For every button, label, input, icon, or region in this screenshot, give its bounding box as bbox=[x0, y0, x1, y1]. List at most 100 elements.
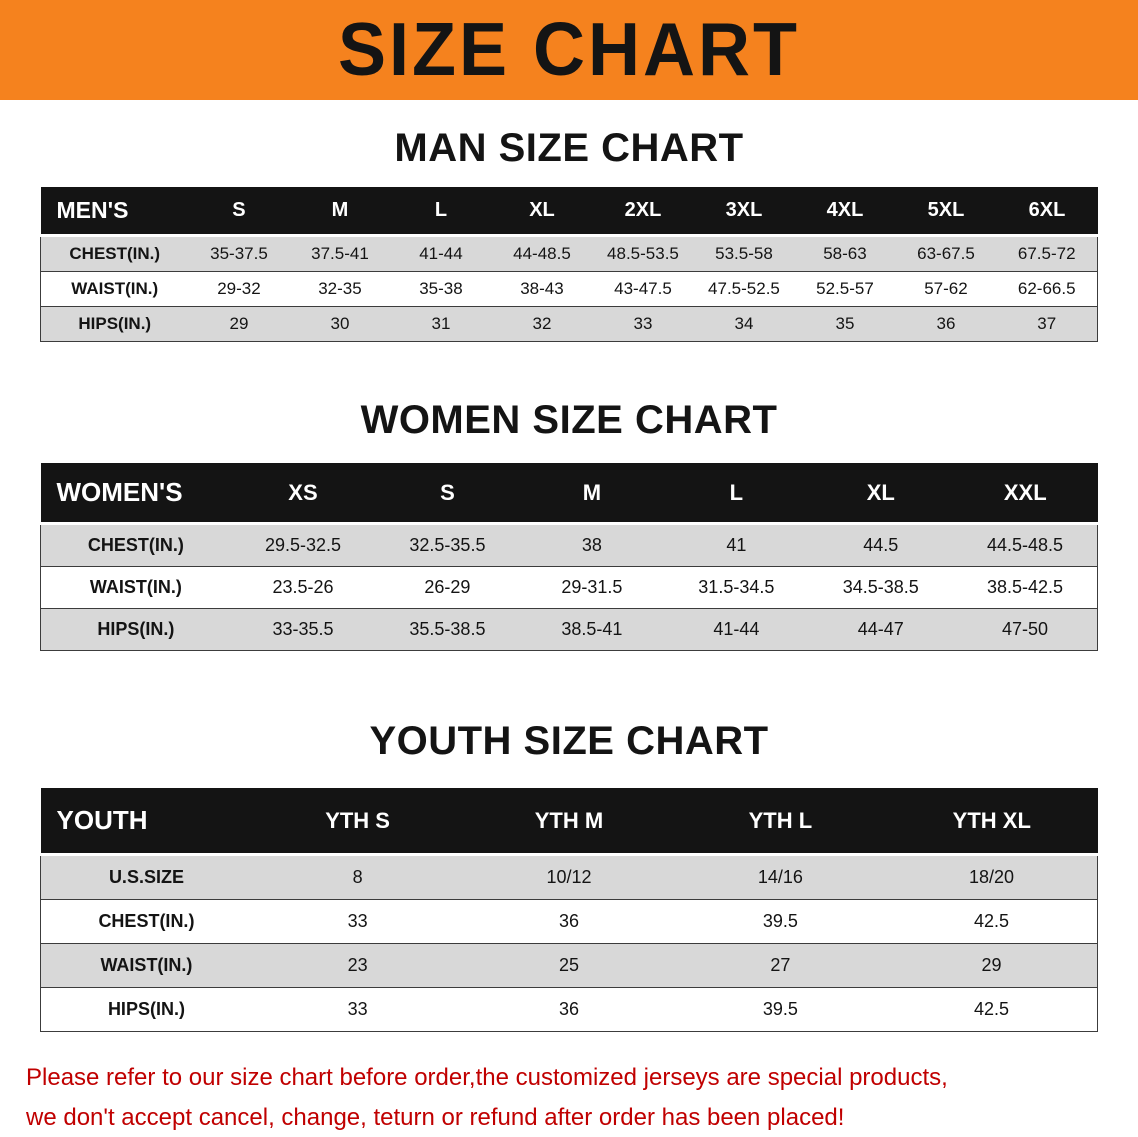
youth-size-chart-heading: YOUTH SIZE CHART bbox=[369, 719, 769, 763]
measurement-value-cell: 39.5 bbox=[762, 999, 798, 1019]
measurement-value-cell: 29-32 bbox=[217, 279, 261, 298]
measurement-row: CHEST(IN.) 29.5-32.5 32.5-35.5 38 41 44.5 44.5… bbox=[39, 523, 1099, 567]
measurement-value-cell: 27 bbox=[770, 955, 791, 975]
measurement-value-cell: 33 bbox=[347, 999, 368, 1019]
man-size-chart-section: MAN SIZE CHART MEN'S S M L XL 2XL 3XL 4XL 5XL 6XL… bbox=[0, 100, 1138, 342]
measurement-value-cell: 36 bbox=[936, 314, 956, 333]
measurement-value-cell: 57-62 bbox=[924, 279, 968, 298]
measurement-value-cell: 30 bbox=[330, 314, 350, 333]
measurement-value-cell: 33 bbox=[347, 911, 368, 931]
measurement-value-cell: 37.5-41 bbox=[311, 244, 369, 263]
measurement-value-cell: 31.5-34.5 bbox=[698, 577, 775, 597]
row-label-cell: HIPS(IN.) bbox=[40, 306, 189, 342]
measurement-value-cell: 34.5-38.5 bbox=[842, 577, 919, 597]
measurement-value-cell: 41-44 bbox=[419, 244, 463, 263]
measurement-value-cell: 38.5-42.5 bbox=[953, 566, 1099, 609]
measurement-row: HIPS(IN.) 33 36 39.5 42.5 bbox=[39, 987, 1099, 1032]
women-size-chart-section: WOMEN SIZE CHART WOMEN'S XS S M L XL XXL CHEST(… bbox=[0, 342, 1138, 651]
table-header-row: YOUTH YTH S YTH M YTH L YTH XL bbox=[40, 788, 1098, 855]
youth-size-table: YOUTH YTH S YTH M YTH L YTH XL U.S.SIZE 8 10/12… bbox=[39, 788, 1099, 1032]
measurement-row: CHEST(IN.) 35-37.5 37.5-41 41-44 44-48.5 48.5… bbox=[40, 235, 1099, 272]
row-label-cell: WAIST(IN.) bbox=[40, 271, 189, 307]
measurement-value-cell: 48.5-53.5 bbox=[607, 244, 679, 263]
measurement-value-cell: 41 bbox=[726, 535, 747, 555]
size-header-cell: S bbox=[375, 463, 520, 524]
size-header-cell: YTH XL bbox=[886, 788, 1098, 855]
size-header-cell: YTH L bbox=[674, 788, 887, 855]
measurement-row: WAIST(IN.) 29-32 32-35 35-38 38-43 43-47.5 47.… bbox=[40, 271, 1099, 307]
table-title-cell: MEN'S bbox=[40, 187, 189, 236]
size-header-cell: M bbox=[519, 463, 665, 524]
size-header-cell: M bbox=[289, 187, 391, 236]
measurement-value-cell: 62-66.5 bbox=[996, 271, 1099, 307]
measurement-value-cell: 33 bbox=[633, 314, 653, 333]
measurement-value-cell: 35-37.5 bbox=[210, 244, 268, 263]
measurement-value-cell: 52.5-57 bbox=[816, 279, 874, 298]
measurement-value-cell: 32-35 bbox=[318, 279, 362, 298]
size-header-cell: XL bbox=[491, 187, 593, 236]
measurement-value-cell: 34 bbox=[734, 314, 754, 333]
measurement-row: WAIST(IN.) 23 25 27 29 bbox=[39, 943, 1099, 988]
size-header-cell: L bbox=[664, 463, 809, 524]
table-header-row: MEN'S S M L XL 2XL 3XL 4XL 5XL 6XL bbox=[40, 187, 1098, 236]
measurement-value-cell: 35 bbox=[835, 314, 855, 333]
measurement-value-cell: 35-38 bbox=[419, 279, 463, 298]
measurement-value-cell: 67.5-72 bbox=[996, 235, 1099, 272]
size-chart-body: MAN SIZE CHART MEN'S S M L XL 2XL 3XL 4XL 5XL 6XL… bbox=[0, 100, 1138, 1032]
measurement-value-cell: 58-63 bbox=[823, 244, 867, 263]
measurement-value-cell: 38 bbox=[581, 535, 602, 555]
measurement-value-cell: 42.5 bbox=[886, 899, 1099, 944]
measurement-value-cell: 44-47 bbox=[857, 619, 904, 639]
measurement-value-cell: 29.5-32.5 bbox=[264, 535, 341, 555]
row-label-cell: WAIST(IN.) bbox=[39, 566, 231, 609]
disclaimer-line-1: Please refer to our size chart before or… bbox=[26, 1064, 948, 1091]
row-label-cell: HIPS(IN.) bbox=[39, 608, 231, 651]
measurement-value-cell: 42.5 bbox=[886, 987, 1099, 1032]
measurement-value-cell: 47.5-52.5 bbox=[708, 279, 780, 298]
table-title-cell: WOMEN'S bbox=[40, 463, 231, 524]
measurement-value-cell: 31 bbox=[431, 314, 451, 333]
row-label-cell: WAIST(IN.) bbox=[39, 943, 252, 988]
women-size-chart-heading: WOMEN SIZE CHART bbox=[360, 398, 778, 442]
measurement-value-cell: 37 bbox=[996, 306, 1099, 342]
measurement-value-cell: 63-67.5 bbox=[917, 244, 975, 263]
size-header-cell: L bbox=[390, 187, 492, 236]
measurement-value-cell: 29 bbox=[229, 314, 249, 333]
measurement-value-cell: 29 bbox=[886, 943, 1099, 988]
measurement-row: U.S.SIZE 8 10/12 14/16 18/20 bbox=[39, 854, 1099, 900]
size-header-cell: YTH S bbox=[251, 788, 464, 855]
measurement-value-cell: 8 bbox=[352, 867, 363, 887]
disclaimer-line-2: we don't accept cancel, change, teturn o… bbox=[26, 1103, 845, 1131]
man-size-chart-heading: MAN SIZE CHART bbox=[394, 126, 744, 170]
size-header-cell: XS bbox=[230, 463, 376, 524]
size-header-cell: 2XL bbox=[592, 187, 694, 236]
measurement-value-cell: 29-31.5 bbox=[561, 577, 623, 597]
size-header-cell: S bbox=[188, 187, 290, 236]
women-size-table: WOMEN'S XS S M L XL XXL CHEST(IN.) 29.5-32.5 32.5… bbox=[39, 463, 1099, 651]
row-label-cell: U.S.SIZE bbox=[39, 854, 252, 900]
measurement-value-cell: 33-35.5 bbox=[272, 619, 334, 639]
size-chart-banner: SIZE CHART bbox=[0, 0, 1138, 100]
table-header-row: WOMEN'S XS S M L XL XXL bbox=[40, 463, 1098, 524]
measurement-value-cell: 53.5-58 bbox=[715, 244, 773, 263]
measurement-value-cell: 10/12 bbox=[546, 867, 592, 887]
measurement-value-cell: 38-43 bbox=[520, 279, 564, 298]
measurement-value-cell: 23.5-26 bbox=[272, 577, 334, 597]
measurement-value-cell: 35.5-38.5 bbox=[409, 619, 486, 639]
youth-size-chart-section: YOUTH SIZE CHART YOUTH YTH S YTH M YTH L YTH… bbox=[0, 651, 1138, 1032]
measurement-value-cell: 38.5-41 bbox=[561, 619, 623, 639]
measurement-value-cell: 41-44 bbox=[713, 619, 760, 639]
measurement-value-cell: 44.5 bbox=[863, 535, 899, 555]
size-header-cell: 3XL bbox=[693, 187, 795, 236]
row-label-cell: CHEST(IN.) bbox=[39, 523, 231, 567]
row-label-cell: CHEST(IN.) bbox=[39, 899, 252, 944]
size-header-cell: XXL bbox=[953, 463, 1098, 524]
measurement-row: CHEST(IN.) 33 36 39.5 42.5 bbox=[39, 899, 1099, 944]
measurement-value-cell: 26-29 bbox=[424, 577, 471, 597]
measurement-value-cell: 32.5-35.5 bbox=[409, 535, 486, 555]
row-label-cell: HIPS(IN.) bbox=[39, 987, 252, 1032]
order-disclaimer: Please refer to our size chart before or… bbox=[26, 1058, 1112, 1137]
page-title: SIZE CHART bbox=[338, 8, 800, 93]
size-header-cell: XL bbox=[808, 463, 954, 524]
measurement-value-cell: 32 bbox=[532, 314, 552, 333]
